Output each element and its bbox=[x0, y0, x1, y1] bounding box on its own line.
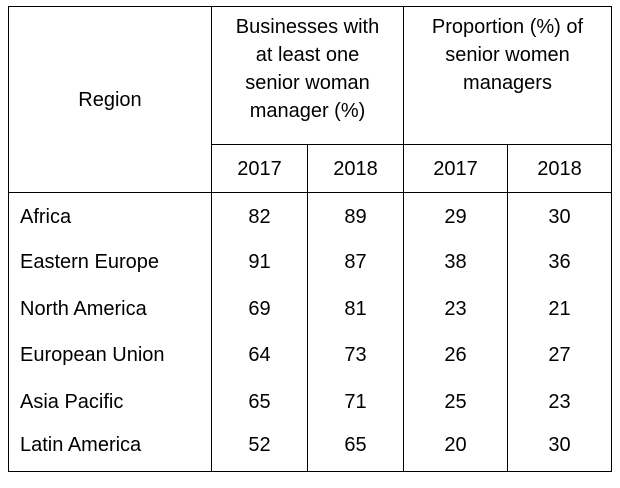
value-cell: 71 bbox=[307, 378, 404, 425]
value-cell: 91 bbox=[211, 239, 308, 286]
value-cell: 26 bbox=[403, 332, 508, 379]
table-row: Eastern Europe 91 87 38 36 bbox=[8, 239, 612, 286]
region-cell: Eastern Europe bbox=[8, 239, 212, 286]
value-cell: 65 bbox=[211, 378, 308, 425]
value-cell: 89 bbox=[307, 192, 404, 239]
value-cell: 65 bbox=[307, 425, 404, 472]
region-column-header: Region bbox=[8, 6, 212, 193]
year-header: 2017 bbox=[211, 144, 308, 193]
group-header-businesses: Businesses with at least one senior woma… bbox=[211, 6, 404, 145]
year-header-row: 2017 2018 2017 2018 bbox=[9, 144, 612, 193]
value-cell: 23 bbox=[403, 285, 508, 332]
value-cell: 81 bbox=[307, 285, 404, 332]
value-cell: 25 bbox=[403, 378, 508, 425]
year-header: 2018 bbox=[507, 144, 612, 193]
value-cell: 21 bbox=[507, 285, 612, 332]
group-header-line: senior women bbox=[445, 44, 570, 66]
group-header-line: at least one bbox=[255, 44, 360, 66]
group-header-proportion: Proportion (%) of senior women managers bbox=[403, 6, 612, 145]
table-row: Asia Pacific 65 71 25 23 bbox=[8, 378, 612, 425]
table-row: European Union 64 73 26 27 bbox=[8, 332, 612, 379]
data-table-container: Region Businesses with at least one seni… bbox=[8, 6, 612, 472]
year-header: 2018 bbox=[307, 144, 404, 193]
value-cell: 29 bbox=[403, 192, 508, 239]
value-cell: 30 bbox=[507, 425, 612, 472]
table-row: Latin America 52 65 20 30 bbox=[8, 425, 612, 472]
group-header-line: Businesses with bbox=[235, 16, 380, 38]
value-cell: 23 bbox=[507, 378, 612, 425]
group-header-line: manager (%) bbox=[249, 100, 366, 122]
table-row: Africa 82 89 29 30 bbox=[8, 192, 612, 239]
region-cell: European Union bbox=[8, 332, 212, 379]
region-cell: Latin America bbox=[8, 425, 212, 472]
table-row: North America 69 81 23 21 bbox=[8, 285, 612, 332]
year-header: 2017 bbox=[403, 144, 508, 193]
value-cell: 52 bbox=[211, 425, 308, 472]
value-cell: 82 bbox=[211, 192, 308, 239]
group-header-line: managers bbox=[463, 72, 552, 94]
value-cell: 87 bbox=[307, 239, 404, 286]
value-cell: 30 bbox=[507, 192, 612, 239]
region-cell: North America bbox=[8, 285, 212, 332]
value-cell: 27 bbox=[507, 332, 612, 379]
group-header-line: Proportion (%) of bbox=[431, 16, 584, 38]
region-cell: Africa bbox=[8, 192, 212, 239]
value-cell: 64 bbox=[211, 332, 308, 379]
value-cell: 20 bbox=[403, 425, 508, 472]
group-header-row: Region Businesses with at least one seni… bbox=[8, 6, 612, 193]
group-header-line: senior woman bbox=[245, 72, 370, 94]
value-cell: 38 bbox=[403, 239, 508, 286]
value-cell: 73 bbox=[307, 332, 404, 379]
table-body: Africa 82 89 29 30 Eastern Europe 91 87 … bbox=[8, 192, 612, 472]
data-table: Region Businesses with at least one seni… bbox=[8, 6, 612, 472]
value-cell: 69 bbox=[211, 285, 308, 332]
value-cell: 36 bbox=[507, 239, 612, 286]
region-cell: Asia Pacific bbox=[8, 378, 212, 425]
